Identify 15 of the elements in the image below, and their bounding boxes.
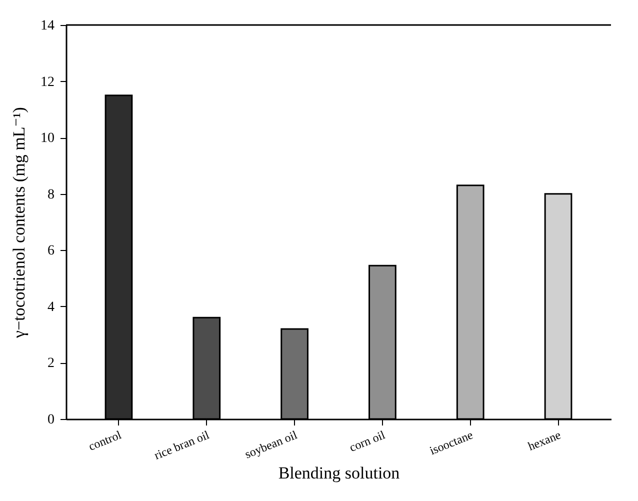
y-tick-label: 14	[40, 18, 54, 34]
x-tick-label: hexane	[526, 428, 563, 454]
x-axis-title: Blending solution	[278, 463, 400, 482]
y-tick-label: 6	[48, 244, 54, 259]
y-tick-label: 8	[48, 187, 54, 202]
y-tick-label: 12	[40, 74, 54, 90]
y-axis-title: γ−tocotrienol contents (mg mL⁻¹)	[10, 107, 28, 339]
x-tick-label: rice bran oil	[152, 427, 212, 462]
x-tick-label: corn oil	[347, 427, 388, 454]
y-tick-label: 10	[40, 131, 54, 146]
x-tick-label: control	[86, 427, 124, 454]
y-tick-label: 0	[48, 412, 54, 428]
y-tick-label: 4	[48, 300, 54, 315]
y-tick-label: 2	[48, 356, 54, 372]
x-tick-label: soybean oil	[242, 427, 300, 462]
